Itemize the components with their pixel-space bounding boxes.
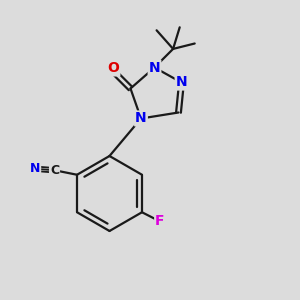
Text: N: N [149,61,160,74]
Text: F: F [155,214,165,228]
Text: C: C [50,164,59,177]
Text: N: N [30,162,40,175]
Text: N: N [135,112,147,125]
Text: N: N [176,76,187,89]
Text: O: O [107,61,119,75]
